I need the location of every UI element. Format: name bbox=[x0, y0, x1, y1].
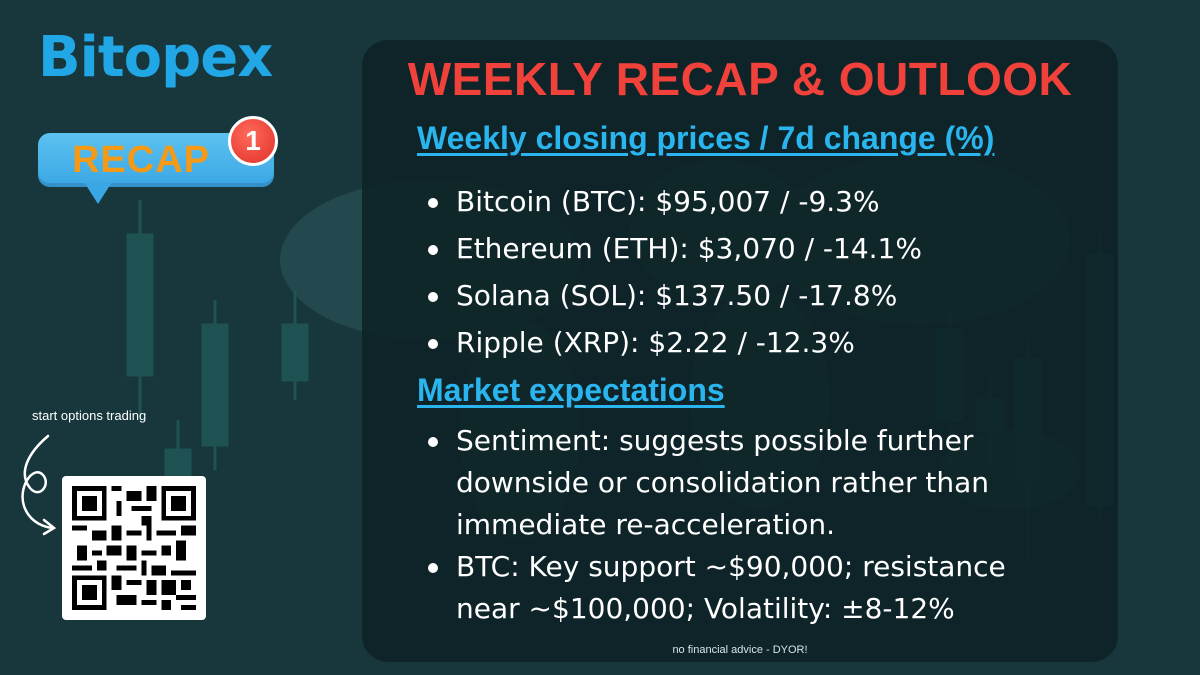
recap-badge-label: RECAP bbox=[71, 138, 211, 181]
disclaimer: no financial advice - DYOR! bbox=[672, 644, 808, 656]
hand-drawn-arrow-icon bbox=[21, 434, 57, 536]
list-item: Solana (SOL): $137.50 / -17.8% bbox=[424, 272, 922, 319]
page-title: WEEKLY RECAP & OUTLOOK bbox=[407, 53, 1073, 105]
list-item: Sentiment: suggests possible further dow… bbox=[424, 420, 1024, 546]
list-item: Ethereum (ETH): $3,070 / -14.1% bbox=[424, 225, 922, 272]
bitopex-logo: Bitopex bbox=[38, 25, 273, 90]
qr-code[interactable] bbox=[62, 476, 206, 620]
list-item: Bitcoin (BTC): $95,007 / -9.3% bbox=[424, 178, 922, 225]
prices-list: Bitcoin (BTC): $95,007 / -9.3% Ethereum … bbox=[424, 178, 922, 366]
recap-panel bbox=[362, 40, 1118, 662]
qr-caption: start options trading bbox=[32, 408, 147, 423]
qr-code-pattern bbox=[72, 486, 196, 610]
prices-heading: Weekly closing prices / 7d change (%) bbox=[417, 120, 995, 156]
expectations-heading: Market expectations bbox=[417, 372, 725, 408]
list-item: BTC: Key support ~$90,000; resistance ne… bbox=[424, 546, 1024, 630]
list-item: Ripple (XRP): $2.22 / -12.3% bbox=[424, 319, 922, 366]
notification-count-badge: 1 bbox=[228, 116, 278, 166]
expectations-list: Sentiment: suggests possible further dow… bbox=[424, 420, 1024, 630]
recap-badge-tail bbox=[84, 182, 112, 204]
